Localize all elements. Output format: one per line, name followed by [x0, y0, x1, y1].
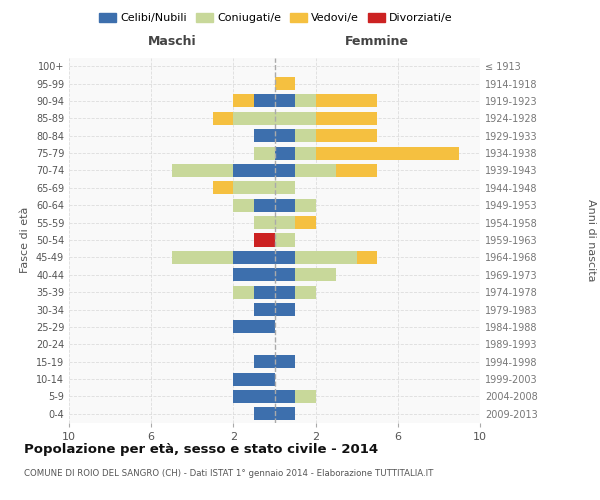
Text: Maschi: Maschi [148, 35, 196, 48]
Bar [275, 146, 295, 160]
Bar [233, 268, 275, 281]
Bar [316, 146, 460, 160]
Bar [295, 216, 316, 229]
Bar [213, 112, 233, 125]
Bar [295, 268, 336, 281]
Bar [233, 286, 254, 298]
Text: Femmine: Femmine [345, 35, 409, 48]
Bar [275, 129, 295, 142]
Bar [275, 182, 295, 194]
Bar [275, 390, 295, 403]
Bar [336, 164, 377, 177]
Bar [254, 286, 275, 298]
Legend: Celibi/Nubili, Coniugati/e, Vedovi/e, Divorziati/e: Celibi/Nubili, Coniugati/e, Vedovi/e, Di… [95, 8, 457, 28]
Bar [275, 268, 295, 281]
Text: Popolazione per età, sesso e stato civile - 2014: Popolazione per età, sesso e stato civil… [24, 442, 378, 456]
Bar [254, 146, 275, 160]
Bar [254, 216, 275, 229]
Bar [233, 320, 275, 334]
Bar [233, 182, 275, 194]
Bar [295, 146, 316, 160]
Bar [275, 216, 295, 229]
Bar [172, 251, 233, 264]
Bar [233, 251, 275, 264]
Bar [275, 234, 295, 246]
Bar [295, 164, 336, 177]
Bar [275, 94, 295, 108]
Bar [213, 182, 233, 194]
Bar [275, 408, 295, 420]
Bar [233, 164, 275, 177]
Bar [295, 129, 316, 142]
Bar [275, 112, 316, 125]
Bar [356, 251, 377, 264]
Bar [295, 198, 316, 212]
Bar [233, 372, 275, 386]
Bar [275, 355, 295, 368]
Bar [172, 164, 233, 177]
Bar [254, 129, 275, 142]
Bar [254, 94, 275, 108]
Bar [254, 355, 275, 368]
Bar [254, 198, 275, 212]
Bar [275, 251, 295, 264]
Bar [275, 286, 295, 298]
Bar [233, 198, 254, 212]
Bar [254, 234, 275, 246]
Y-axis label: Fasce di età: Fasce di età [20, 207, 30, 273]
Bar [254, 408, 275, 420]
Y-axis label: Anni di nascita: Anni di nascita [586, 198, 596, 281]
Bar [275, 198, 295, 212]
Bar [275, 303, 295, 316]
Bar [295, 390, 316, 403]
Bar [295, 286, 316, 298]
Bar [275, 164, 295, 177]
Bar [233, 94, 254, 108]
Text: COMUNE DI ROIO DEL SANGRO (CH) - Dati ISTAT 1° gennaio 2014 - Elaborazione TUTTI: COMUNE DI ROIO DEL SANGRO (CH) - Dati IS… [24, 468, 433, 477]
Bar [316, 129, 377, 142]
Bar [233, 390, 275, 403]
Bar [233, 112, 275, 125]
Bar [295, 94, 316, 108]
Bar [316, 112, 377, 125]
Bar [316, 94, 377, 108]
Bar [295, 251, 357, 264]
Bar [275, 77, 295, 90]
Bar [254, 303, 275, 316]
